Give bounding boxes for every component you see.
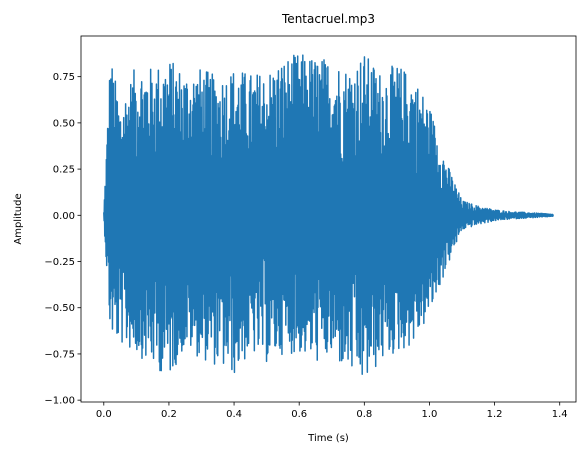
y-tick-label: 0.75	[53, 72, 75, 83]
chart-title: Tentacruel.mp3	[281, 12, 375, 26]
series-layer	[103, 54, 554, 375]
x-tick-label: 0.0	[96, 409, 112, 420]
x-tick-label: 1.2	[487, 409, 503, 420]
y-tick-label: −0.75	[44, 349, 75, 360]
y-tick-label: 0.25	[53, 165, 75, 176]
x-tick-label: 0.8	[356, 409, 372, 420]
x-axis: 0.0 0.2 0.4 0.6 0.8 1.0 1.2 1.4	[96, 402, 568, 420]
y-axis-label: Amplitude	[13, 193, 24, 244]
x-tick-label: 0.6	[291, 409, 307, 420]
x-tick-label: 1.0	[422, 409, 438, 420]
x-axis-label: Time (s)	[307, 433, 349, 444]
x-tick-label: 0.2	[161, 409, 177, 420]
x-tick-label: 1.4	[552, 409, 568, 420]
y-tick-label: 0.50	[53, 118, 75, 129]
y-tick-label: −0.50	[44, 303, 75, 314]
y-tick-label: 0.00	[53, 211, 75, 222]
plot-frame	[80, 35, 577, 403]
y-tick-label: −1.00	[44, 396, 75, 407]
y-tick-label: −0.25	[44, 257, 75, 268]
waveform-line	[103, 54, 554, 375]
y-axis: −1.00 −0.75 −0.50 −0.25 0.00 0.25 0.50 0.75	[44, 72, 81, 407]
x-tick-label: 0.4	[226, 409, 242, 420]
